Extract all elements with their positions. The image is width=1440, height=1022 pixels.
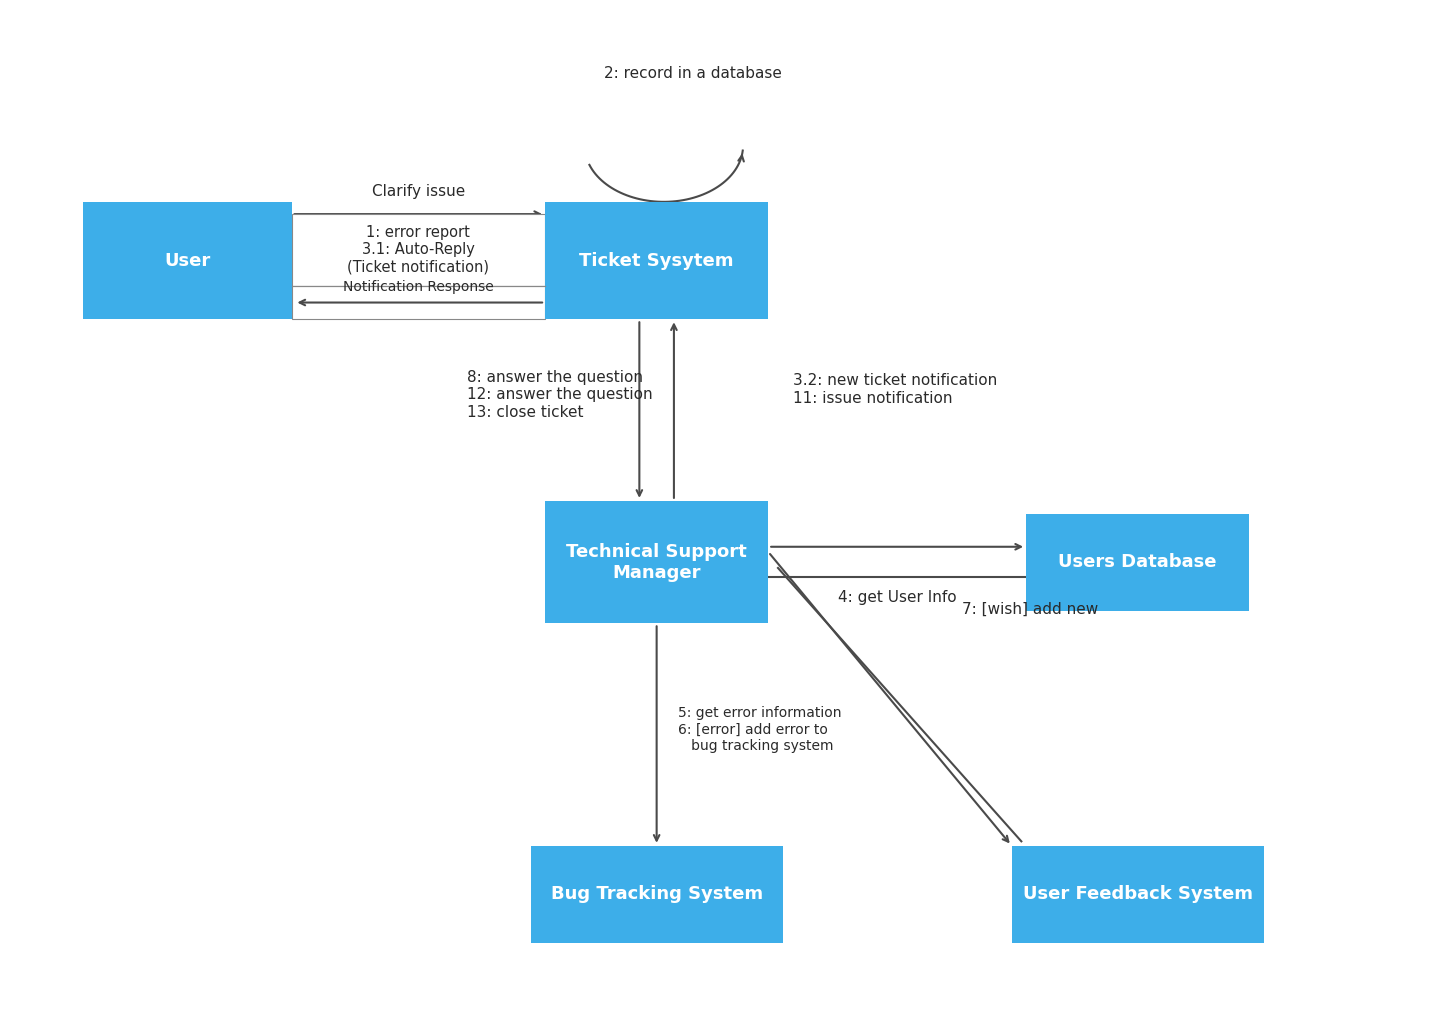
FancyBboxPatch shape (544, 501, 769, 623)
Text: User Feedback System: User Feedback System (1022, 885, 1253, 903)
Text: 8: answer the question
12: answer the question
13: close ticket: 8: answer the question 12: answer the qu… (468, 370, 652, 420)
FancyBboxPatch shape (531, 846, 783, 942)
Text: Technical Support
Manager: Technical Support Manager (566, 543, 747, 582)
FancyBboxPatch shape (1025, 513, 1250, 610)
Text: Bug Tracking System: Bug Tracking System (550, 885, 763, 903)
Text: 1: error report
3.1: Auto-Reply
(Ticket notification): 1: error report 3.1: Auto-Reply (Ticket … (347, 225, 490, 275)
Text: 4: get User Info: 4: get User Info (838, 590, 956, 605)
Text: 3.2: new ticket notification
11: issue notification: 3.2: new ticket notification 11: issue n… (793, 373, 998, 406)
Text: Users Database: Users Database (1058, 553, 1217, 571)
FancyBboxPatch shape (291, 286, 544, 319)
FancyBboxPatch shape (1011, 846, 1264, 942)
Text: 5: get error information
6: [error] add error to
   bug tracking system: 5: get error information 6: [error] add … (678, 706, 842, 752)
Text: 7: [wish] add new: 7: [wish] add new (962, 602, 1099, 617)
Text: Notification Response: Notification Response (343, 280, 494, 294)
Text: User: User (164, 251, 210, 270)
Text: Ticket Sysytem: Ticket Sysytem (579, 251, 734, 270)
FancyBboxPatch shape (291, 215, 544, 286)
FancyBboxPatch shape (544, 202, 769, 319)
Text: 2: record in a database: 2: record in a database (603, 66, 782, 81)
FancyBboxPatch shape (84, 202, 291, 319)
Text: Clarify issue: Clarify issue (372, 184, 465, 198)
